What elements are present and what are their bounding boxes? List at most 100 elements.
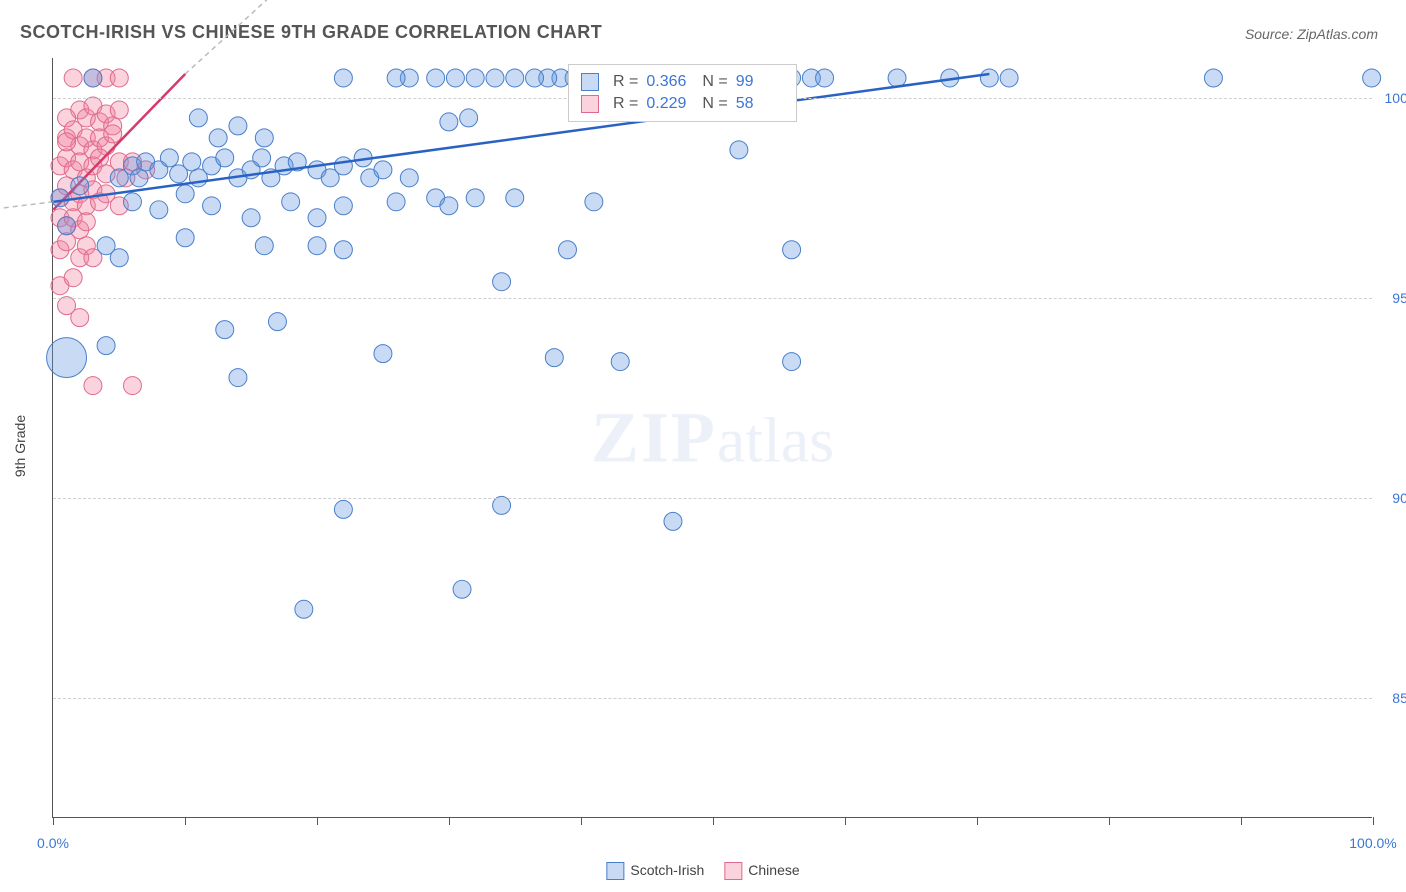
gridline-h xyxy=(53,298,1372,299)
scotch-irish-point xyxy=(980,69,998,87)
scotch-irish-point xyxy=(506,189,524,207)
scotch-irish-point xyxy=(783,241,801,259)
scotch-irish-point xyxy=(282,193,300,211)
x-tick xyxy=(845,817,846,825)
scotch-irish-point xyxy=(176,229,194,247)
gridline-h xyxy=(53,698,1372,699)
scatter-svg xyxy=(53,58,1372,817)
scotch-irish-point xyxy=(1363,69,1381,87)
chinese-point xyxy=(64,269,82,287)
scotch-irish-point xyxy=(123,193,141,211)
legend-item: Scotch-Irish xyxy=(606,862,704,880)
correlation-legend: R =0.366N =99R =0.229N =58 xyxy=(568,64,797,122)
corr-swatch xyxy=(581,73,599,91)
scotch-irish-point xyxy=(216,149,234,167)
scotch-irish-point xyxy=(559,241,577,259)
chinese-point xyxy=(110,69,128,87)
scotch-irish-point xyxy=(58,217,76,235)
chinese-point xyxy=(58,133,76,151)
chinese-point xyxy=(110,101,128,119)
legend-swatch xyxy=(606,862,624,880)
scotch-irish-point xyxy=(216,321,234,339)
scotch-irish-point xyxy=(189,109,207,127)
scotch-irish-point xyxy=(176,185,194,203)
scotch-irish-point xyxy=(334,241,352,259)
corr-swatch xyxy=(581,95,599,113)
scotch-irish-point xyxy=(387,193,405,211)
scotch-irish-point xyxy=(816,69,834,87)
plot-area: ZIPatlas 85.0%90.0%95.0%100.0%0.0%100.0% xyxy=(52,58,1372,818)
scotch-irish-trend-ext xyxy=(0,202,53,210)
scotch-irish-point xyxy=(203,197,221,215)
scotch-irish-point xyxy=(466,189,484,207)
x-tick xyxy=(1241,817,1242,825)
scotch-irish-point xyxy=(51,189,69,207)
scotch-irish-point xyxy=(255,237,273,255)
scotch-irish-point xyxy=(783,353,801,371)
legend-label: Scotch-Irish xyxy=(630,862,704,878)
scotch-irish-point xyxy=(730,141,748,159)
legend-item: Chinese xyxy=(724,862,799,880)
corr-n-label: N = xyxy=(702,73,727,91)
scotch-irish-point xyxy=(97,337,115,355)
scotch-irish-point xyxy=(486,69,504,87)
scotch-irish-point xyxy=(334,69,352,87)
chinese-point xyxy=(58,233,76,251)
scotch-irish-point xyxy=(255,129,273,147)
scotch-irish-point xyxy=(183,153,201,171)
scotch-irish-point xyxy=(334,197,352,215)
scotch-irish-point xyxy=(387,69,405,87)
scotch-irish-point xyxy=(229,117,247,135)
scotch-irish-point xyxy=(71,177,89,195)
scotch-irish-point xyxy=(585,193,603,211)
scotch-irish-point xyxy=(374,345,392,363)
scotch-irish-point xyxy=(334,157,352,175)
corr-r-value: 0.366 xyxy=(646,73,694,91)
scotch-irish-point xyxy=(506,69,524,87)
scotch-irish-point xyxy=(440,197,458,215)
chinese-point xyxy=(64,69,82,87)
corr-row: R =0.366N =99 xyxy=(581,71,784,93)
scotch-irish-point xyxy=(374,161,392,179)
scotch-irish-point xyxy=(545,349,563,367)
corr-r-label: R = xyxy=(613,73,638,91)
scotch-irish-point xyxy=(308,237,326,255)
scotch-irish-point xyxy=(160,149,178,167)
scotch-irish-point xyxy=(460,109,478,127)
scotch-irish-point xyxy=(334,500,352,518)
chart-title: SCOTCH-IRISH VS CHINESE 9TH GRADE CORREL… xyxy=(20,22,602,43)
x-tick xyxy=(449,817,450,825)
scotch-irish-point xyxy=(308,209,326,227)
y-tick-label: 90.0% xyxy=(1380,490,1406,506)
scotch-irish-point xyxy=(888,69,906,87)
chinese-point xyxy=(104,125,122,143)
y-tick-label: 85.0% xyxy=(1380,690,1406,706)
scotch-irish-point xyxy=(400,169,418,187)
gridline-h xyxy=(53,498,1372,499)
scotch-irish-point xyxy=(253,149,271,167)
scotch-irish-trendline xyxy=(53,74,989,202)
scotch-irish-point xyxy=(229,369,247,387)
scotch-irish-point xyxy=(466,69,484,87)
chinese-point xyxy=(84,377,102,395)
corr-row: R =0.229N =58 xyxy=(581,93,784,115)
corr-n-value: 58 xyxy=(736,95,784,113)
y-tick-label: 95.0% xyxy=(1380,290,1406,306)
scotch-irish-point xyxy=(446,69,464,87)
scotch-irish-point xyxy=(453,580,471,598)
scotch-irish-point xyxy=(84,69,102,87)
legend-bottom: Scotch-Irish Chinese xyxy=(606,862,799,880)
y-axis-title: 9th Grade xyxy=(12,415,28,477)
scotch-irish-point xyxy=(110,249,128,267)
y-tick-label: 100.0% xyxy=(1380,90,1406,106)
x-tick xyxy=(1373,817,1374,825)
x-tick xyxy=(53,817,54,825)
x-tick xyxy=(977,817,978,825)
scotch-irish-point xyxy=(493,496,511,514)
x-tick xyxy=(581,817,582,825)
scotch-irish-point xyxy=(611,353,629,371)
corr-r-label: R = xyxy=(613,95,638,113)
corr-r-value: 0.229 xyxy=(646,95,694,113)
scotch-irish-point xyxy=(664,512,682,530)
x-tick-label: 100.0% xyxy=(1349,835,1396,851)
